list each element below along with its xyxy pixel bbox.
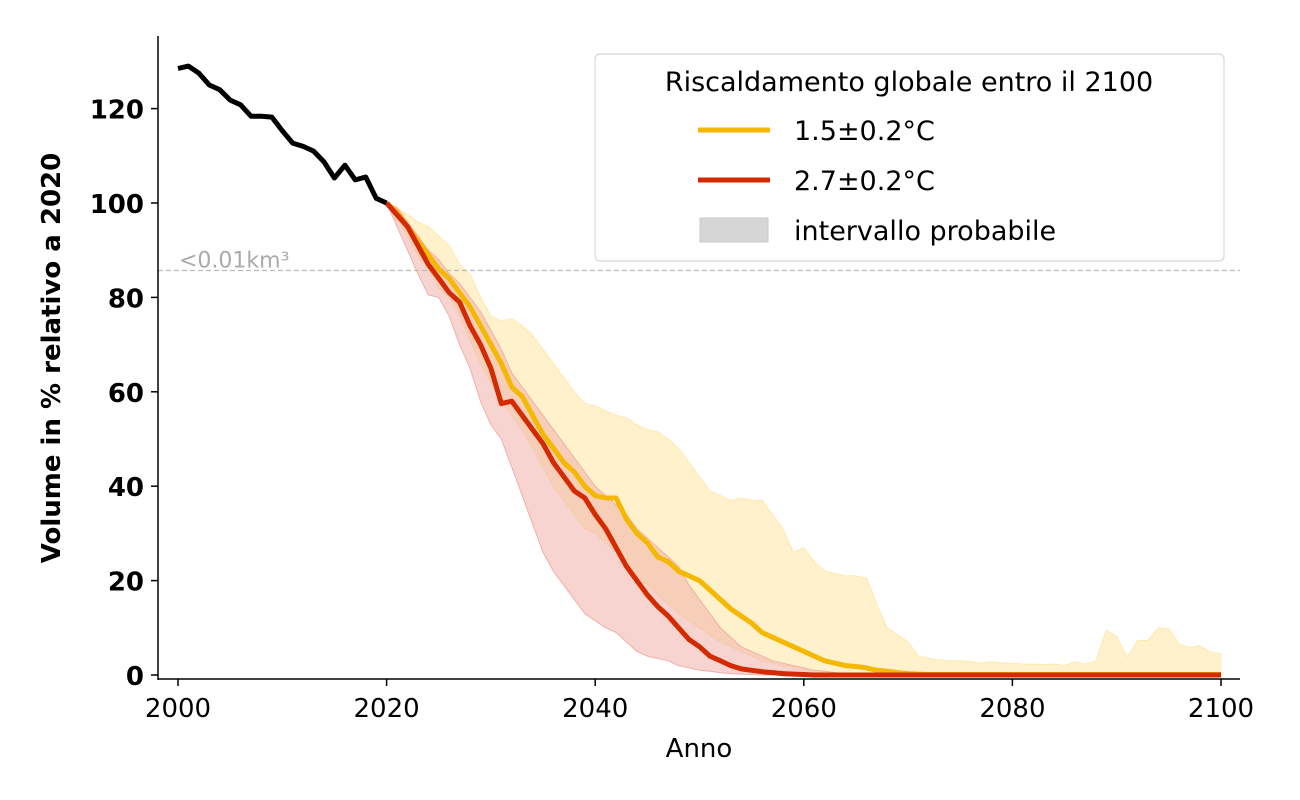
- legend-label-1p5: 1.5±0.2°C: [794, 116, 935, 147]
- y-tick-label: 0: [126, 662, 144, 692]
- x-tick-label: 2000: [145, 694, 211, 724]
- y-tick-label: 40: [108, 473, 144, 503]
- annotation-layer: <0.01km³: [158, 248, 1240, 273]
- x-tick-label: 2020: [354, 694, 420, 724]
- legend-swatch-range: [699, 217, 769, 243]
- likely-range-band-2p7: [385, 202, 1221, 676]
- band-layer: [385, 201, 1222, 676]
- x-axis-title: Anno: [666, 734, 733, 764]
- legend: Riscaldamento globale entro il 2100 1.5±…: [594, 53, 1225, 262]
- legend-box: [594, 53, 1225, 262]
- series-line-2p7: [384, 201, 1221, 678]
- x-ticks: 2000 2020 2040 2060 2080 2100: [145, 679, 1254, 724]
- x-tick-label: 2100: [1188, 694, 1254, 724]
- y-tick-label: 80: [108, 284, 144, 314]
- axes: 2000 2020 2040 2060 2080 2100 020406080100120…: [37, 36, 1254, 764]
- y-tick-label: 100: [90, 190, 144, 220]
- legend-label-2p7: 2.7±0.2°C: [794, 166, 935, 197]
- y-ticks: 0 20 40 60 80 100 120: [90, 96, 158, 692]
- line-layer: [177, 63, 1221, 678]
- x-tick-label: 2080: [979, 694, 1045, 724]
- observed-line: [177, 63, 388, 206]
- x-tick-label: 2040: [562, 694, 628, 724]
- y-tick-label: 20: [108, 568, 144, 598]
- y-tick-label: 60: [108, 379, 144, 409]
- y-axis-title: Volume in % relativo a 2020: [37, 153, 67, 563]
- y-tick-label: 120: [90, 96, 144, 126]
- x-tick-label: 2060: [771, 694, 837, 724]
- threshold-label: <0.01km³: [179, 248, 289, 273]
- legend-title: Riscaldamento globale entro il 2100: [665, 67, 1153, 98]
- legend-label-range: intervallo probabile: [794, 216, 1056, 247]
